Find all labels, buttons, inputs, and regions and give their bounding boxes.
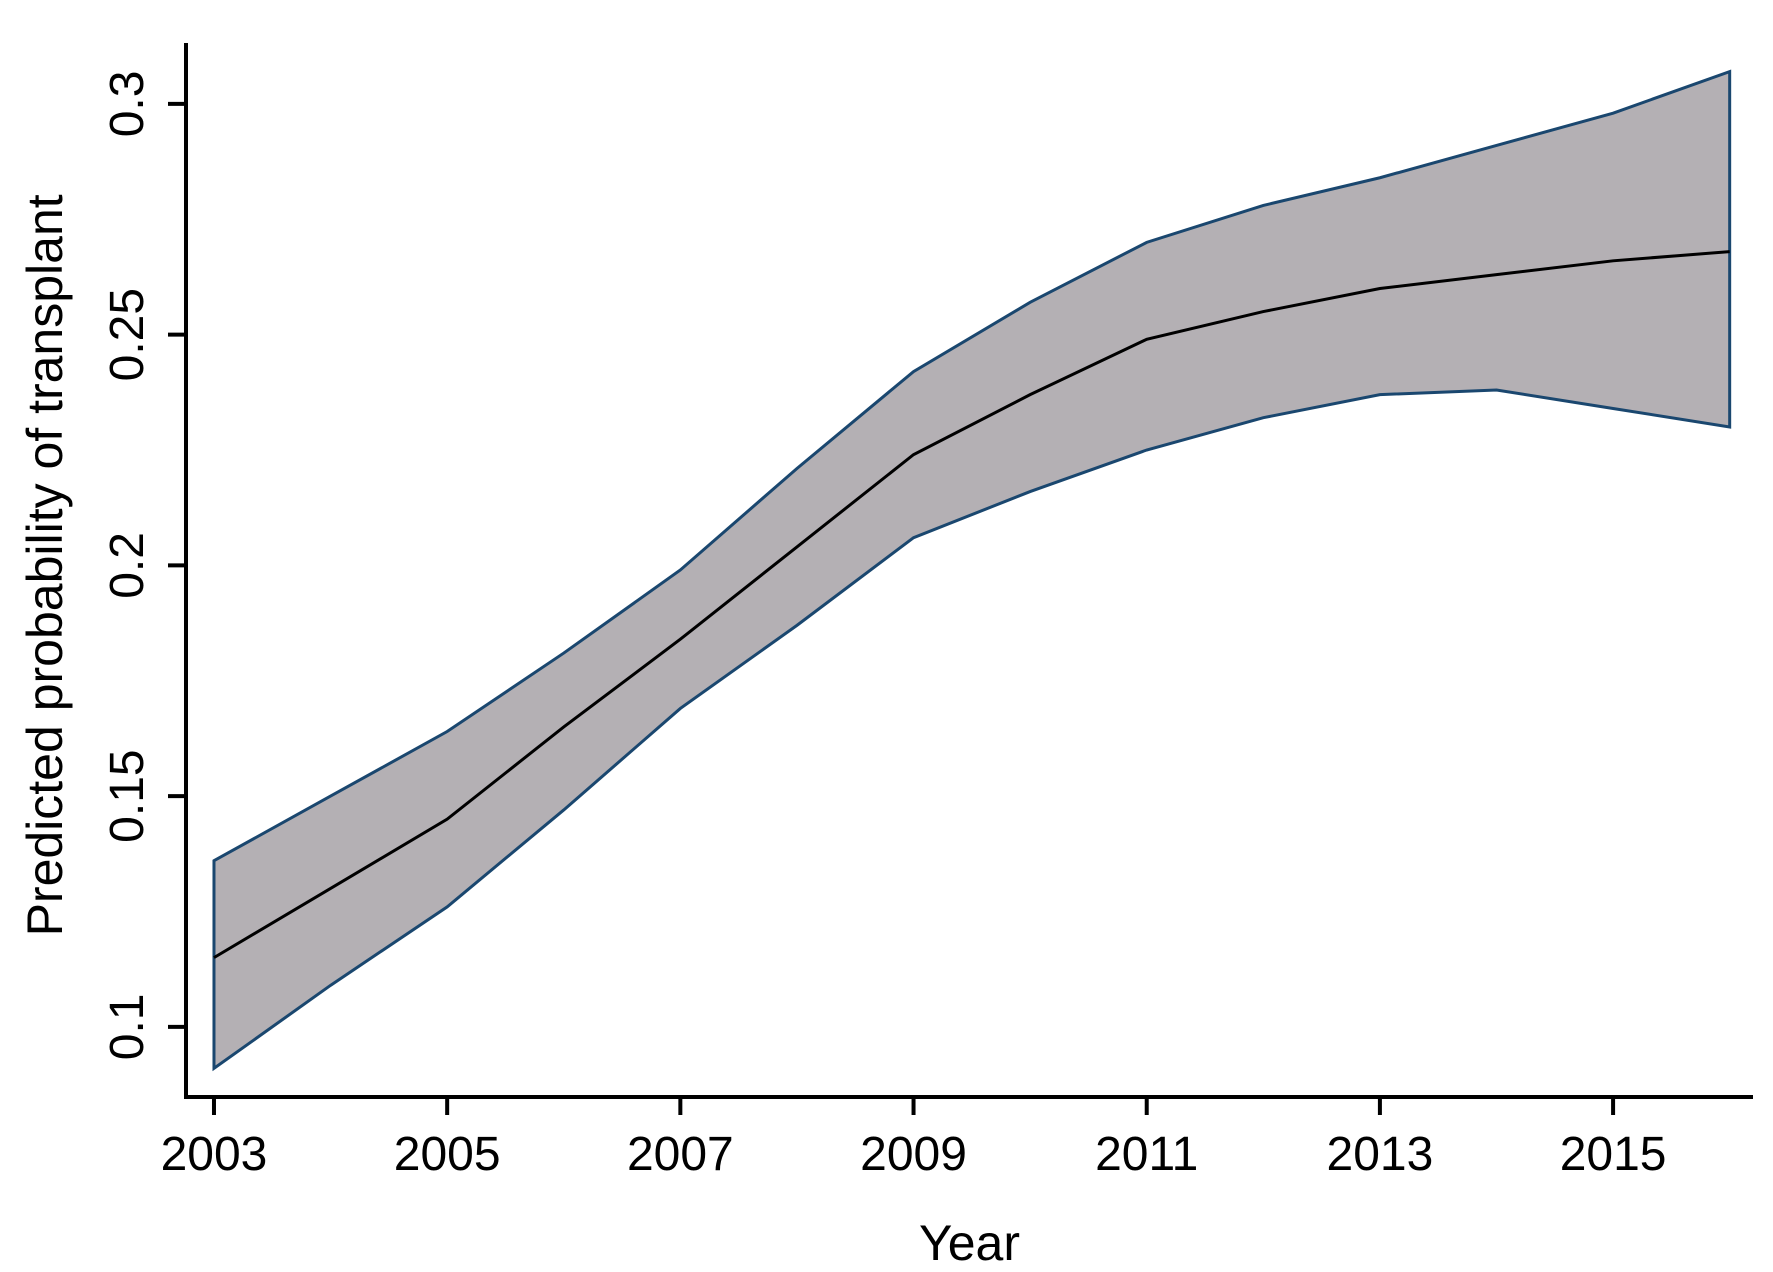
x-tick-label: 2009 — [860, 1128, 967, 1181]
y-tick-label: 0.25 — [101, 288, 154, 381]
confidence-band — [212, 69, 1732, 1072]
x-tick-label: 2007 — [627, 1128, 734, 1181]
y-tick-label: 0.2 — [101, 532, 154, 599]
x-tick-label: 2003 — [161, 1128, 268, 1181]
x-axis-title: Year — [919, 1215, 1020, 1271]
x-tick-label: 2015 — [1560, 1128, 1667, 1181]
y-tick-label: 0.3 — [101, 71, 154, 138]
y-tick-label: 0.1 — [101, 993, 154, 1060]
y-axis-title: Predicted probability of transplant — [17, 194, 73, 936]
x-tick-label: 2013 — [1327, 1128, 1434, 1181]
y-tick-label: 0.15 — [101, 749, 154, 842]
x-tick-label: 2011 — [1095, 1128, 1198, 1181]
fit-line — [213, 250, 1730, 959]
x-tick-label: 2005 — [394, 1128, 501, 1181]
